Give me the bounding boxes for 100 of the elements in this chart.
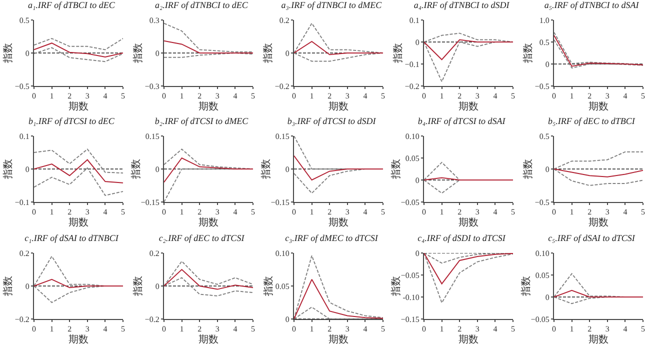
x-tick-label: 1 — [310, 92, 314, 101]
y-tick-label: 0.2 — [279, 16, 290, 25]
x-tick-label: 3 — [475, 324, 480, 334]
x-axis-title: 期数 — [198, 100, 218, 113]
x-tick-label: 4 — [233, 324, 238, 334]
x-tick-label: 4 — [103, 92, 108, 101]
x-tick-label: 0 — [552, 208, 556, 217]
y-tick-label: −0.1 — [14, 198, 30, 208]
x-tick-label: 0 — [32, 92, 36, 101]
chart-title: b₄.IRF of dTCSI to dSAI — [418, 116, 506, 126]
chart-title: c₄.IRF of dSDI to dTCSI — [418, 232, 506, 243]
x-tick-label: 2 — [588, 208, 592, 217]
x-tick-label: 4 — [493, 324, 498, 334]
x-tick-label: 3 — [605, 324, 610, 334]
chart-title: b₃.IRF of dTCSI to dSDI — [287, 116, 377, 126]
x-tick-label: 5 — [511, 208, 515, 217]
y-tick-label: −0.05 — [400, 270, 420, 280]
x-tick-label: 0 — [552, 324, 556, 334]
x-tick-label: 1 — [440, 324, 444, 334]
x-tick-label: 1 — [180, 92, 184, 101]
x-tick-label: 2 — [588, 324, 592, 334]
x-tick-label: 5 — [251, 208, 255, 217]
chart-title: c₁.IRF of dSAI to dTNBCI — [24, 232, 120, 243]
y-tick-label: 0.05 — [275, 281, 290, 290]
y-tick-label: −0.15 — [270, 198, 290, 208]
y-tick-label: 0.15 — [275, 132, 290, 142]
y-tick-label: −0.2 — [274, 82, 290, 91]
y-axis-title: 指数 — [130, 159, 142, 180]
x-tick-label: 2 — [68, 208, 72, 217]
y-tick-label: −0.1 — [404, 60, 420, 69]
x-tick-label: 0 — [162, 208, 166, 217]
y-axis-title: 指数 — [522, 159, 534, 180]
chart-title: a₁.IRF of dTBCI to dEC — [28, 0, 116, 10]
x-tick-label: 0 — [552, 92, 556, 101]
x-tick-label: 5 — [121, 324, 125, 334]
y-tick-label: 1.0 — [539, 16, 550, 25]
x-tick-label: 2 — [198, 324, 202, 334]
y-axis-title: 指数 — [132, 276, 144, 297]
x-axis-title: 期数 — [588, 100, 608, 113]
x-tick-label: 5 — [251, 324, 255, 334]
x-tick-label: 4 — [103, 324, 108, 334]
x-tick-label: 2 — [328, 208, 332, 217]
y-tick-label: 0.10 — [405, 132, 420, 142]
x-tick-label: 1 — [310, 208, 314, 217]
y-tick-label: −0.15 — [140, 198, 160, 208]
x-tick-label: 0 — [422, 208, 426, 217]
x-axis-title: 期数 — [198, 333, 218, 346]
y-tick-label: 0.3 — [149, 16, 160, 25]
y-tick-label: 0 — [285, 314, 290, 324]
y-axis-title: 指数 — [262, 276, 274, 297]
x-tick-label: 2 — [198, 92, 202, 101]
y-tick-label: −0.2 — [14, 314, 30, 324]
x-tick-label: 5 — [381, 92, 385, 101]
y-tick-label: −0.2 — [144, 314, 160, 324]
x-axis-title: 期数 — [68, 100, 88, 113]
x-axis-title: 期数 — [68, 216, 88, 229]
y-axis-title: 指数 — [260, 159, 272, 180]
y-tick-label: 0 — [25, 48, 30, 58]
x-tick-label: 5 — [641, 324, 645, 334]
x-tick-label: 2 — [68, 324, 72, 334]
x-tick-label: 1 — [440, 92, 444, 101]
x-axis-title: 期数 — [588, 333, 608, 346]
y-tick-label: −0.15 — [400, 314, 420, 324]
x-tick-label: 4 — [623, 324, 628, 334]
y-tick-label: 0.10 — [535, 248, 550, 258]
y-tick-label: 0 — [155, 165, 160, 174]
x-tick-label: 4 — [493, 92, 498, 101]
x-tick-label: 3 — [475, 208, 480, 217]
x-tick-label: 2 — [328, 324, 332, 334]
y-tick-label: −0.5 — [14, 82, 30, 91]
x-tick-label: 1 — [180, 208, 184, 217]
y-axis-title: 指数 — [522, 43, 534, 64]
x-tick-label: 4 — [623, 92, 628, 101]
y-tick-label: 0.5 — [19, 16, 30, 25]
x-axis-title: 期数 — [458, 100, 478, 113]
y-axis-title: 指数 — [2, 159, 14, 180]
x-tick-label: 3 — [475, 92, 480, 101]
x-tick-label: 1 — [50, 208, 54, 217]
y-tick-label: −0.2 — [404, 82, 420, 91]
y-tick-label: −0.5 — [534, 82, 550, 91]
y-axis-title: 指数 — [132, 43, 144, 64]
x-tick-label: 3 — [215, 324, 220, 334]
x-tick-label: 3 — [85, 92, 90, 101]
x-tick-label: 5 — [381, 208, 385, 217]
y-tick-label: 0 — [545, 292, 550, 302]
y-axis-title: 指数 — [2, 276, 14, 297]
y-axis-title: 指数 — [2, 43, 14, 64]
x-tick-label: 2 — [198, 208, 202, 217]
chart-title: b₂.IRF of dTCSI to dMEC — [154, 116, 250, 126]
chart-title: a₃.IRF of dTNBCI to dMEC — [281, 0, 383, 10]
chart-title: b₁.IRF of dTCSI to dEC — [28, 116, 116, 126]
y-tick-label: 0 — [545, 60, 550, 69]
x-tick-label: 4 — [623, 208, 628, 217]
x-axis-title: 期数 — [328, 216, 348, 229]
x-tick-label: 4 — [233, 208, 238, 217]
x-tick-label: 0 — [32, 208, 36, 217]
x-tick-label: 3 — [85, 324, 90, 334]
y-tick-label: 0.1 — [19, 132, 30, 142]
x-tick-label: 2 — [328, 92, 332, 101]
y-tick-label: 0.15 — [145, 132, 160, 142]
